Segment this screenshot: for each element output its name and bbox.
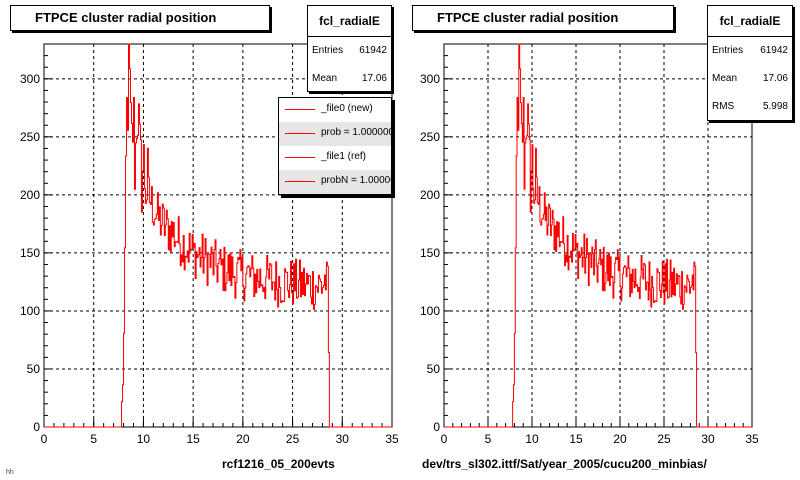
y-tick-label: 150 — [20, 246, 40, 260]
footer-text: hh — [6, 469, 14, 476]
stats-name: fcl_radialE — [308, 6, 391, 37]
legend-line-swatch — [285, 109, 315, 110]
x-tick-label: 35 — [385, 432, 399, 446]
legend-label: probN = 1.000000 — [321, 175, 391, 186]
legend-line-swatch — [285, 133, 315, 134]
legend-label: _file1 (ref) — [321, 151, 367, 162]
y-tick-label: 300 — [20, 72, 40, 86]
y-tick-label: 250 — [20, 130, 40, 144]
stats-row-entries: Entries 61942 — [308, 37, 391, 65]
stats-value: 61942 — [760, 45, 788, 56]
legend-label: prob = 1.000000 — [321, 127, 392, 138]
legend-entry: _file0 (new) — [279, 98, 391, 122]
stats-label: Entries — [712, 45, 744, 56]
plot-frame — [443, 43, 753, 428]
x-tick-label: 25 — [286, 432, 300, 446]
x-tick-label: 35 — [745, 432, 759, 446]
x-axis-label-right: dev/trs_sl302.ittf/Sat/year_2005/cucu200… — [422, 457, 707, 471]
x-tick-label: 0 — [41, 432, 48, 446]
stats-label: Mean — [712, 73, 738, 84]
x-tick-label: 30 — [336, 432, 350, 446]
x-tick-label: 10 — [525, 432, 539, 446]
legend-entry: prob = 1.000000 — [279, 122, 391, 146]
x-tick-label: 10 — [137, 432, 151, 446]
y-tick-label: 300 — [420, 72, 440, 86]
y-tick-label: 0 — [33, 420, 40, 434]
stats-row-rms: RMS 5.998 — [708, 93, 792, 121]
stats-row-mean: Mean 17.06 — [708, 65, 792, 93]
y-tick-label: 100 — [420, 304, 440, 318]
stats-value: 17.06 — [361, 73, 387, 84]
x-tick-label: 30 — [701, 432, 715, 446]
y-tick-label: 200 — [20, 188, 40, 202]
x-tick-label: 15 — [569, 432, 583, 446]
legend-box: _file0 (new) prob = 1.000000 _file1 (ref… — [278, 97, 392, 195]
y-tick-label: 150 — [420, 246, 440, 260]
x-axis-label-left: rcf1216_05_200evts — [222, 457, 335, 471]
x-tick-label: 20 — [613, 432, 627, 446]
y-tick-label: 100 — [20, 304, 40, 318]
x-tick-label: 15 — [186, 432, 200, 446]
chart-title-right: FTPCE cluster radial position — [412, 5, 674, 31]
y-tick-label: 50 — [27, 362, 41, 376]
histogram-series-line — [444, 43, 752, 428]
y-tick-label: 250 — [420, 130, 440, 144]
x-tick-label: 5 — [90, 432, 97, 446]
stats-label: Entries — [312, 45, 344, 56]
x-tick-label: 20 — [236, 432, 250, 446]
stats-label: Mean — [312, 73, 338, 84]
stats-value: 61942 — [359, 45, 387, 56]
legend-entry: probN = 1.000000 — [279, 170, 391, 194]
stats-box-left: fcl_radialE Entries 61942 Mean 17.06 — [307, 5, 392, 92]
stats-name: fcl_radialE — [708, 6, 792, 37]
x-tick-label: 0 — [441, 432, 448, 446]
y-tick-label: 0 — [433, 420, 440, 434]
stats-value: 5.998 — [762, 101, 788, 112]
y-tick-label: 50 — [427, 362, 441, 376]
y-tick-label: 200 — [420, 188, 440, 202]
stats-label: RMS — [712, 101, 735, 112]
stats-row-mean: Mean 17.06 — [308, 65, 391, 93]
legend-label: _file0 (new) — [321, 103, 373, 114]
stats-row-entries: Entries 61942 — [708, 37, 792, 65]
legend-line-swatch — [285, 157, 315, 158]
chart-title-left: FTPCE cluster radial position — [10, 5, 270, 31]
stats-value: 17.06 — [762, 73, 788, 84]
stats-box-right: fcl_radialE Entries 61942 Mean 17.06 RMS… — [707, 5, 793, 121]
x-tick-label: 5 — [485, 432, 492, 446]
legend-entry: _file1 (ref) — [279, 146, 391, 170]
legend-line-swatch — [285, 181, 315, 182]
x-tick-label: 25 — [657, 432, 671, 446]
